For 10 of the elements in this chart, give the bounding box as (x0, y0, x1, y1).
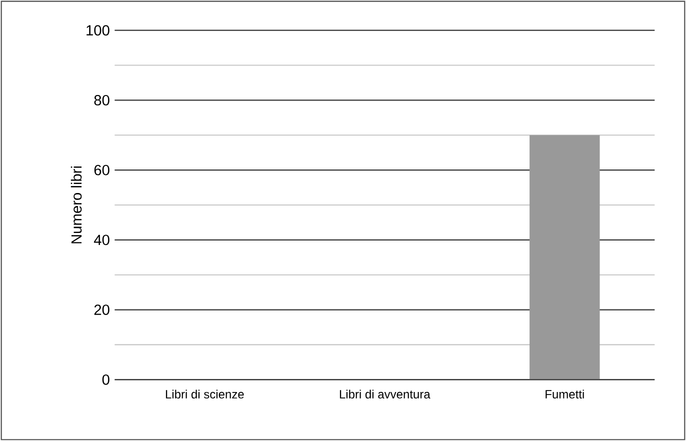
y-tick-label: 0 (102, 374, 110, 385)
y-tick-label: 80 (94, 95, 110, 106)
x-tick-label: Libri di avventura (340, 390, 430, 399)
x-tick-label: Libri di scienze (166, 390, 244, 399)
y-tick-label: 60 (94, 164, 110, 176)
y-tick-label: 40 (94, 234, 110, 246)
x-tick-label: Fumetti (546, 390, 584, 399)
y-tick-label: 100 (86, 25, 110, 36)
y-axis-title: Numero libri (70, 166, 82, 244)
y-tick-label: 20 (94, 304, 110, 315)
